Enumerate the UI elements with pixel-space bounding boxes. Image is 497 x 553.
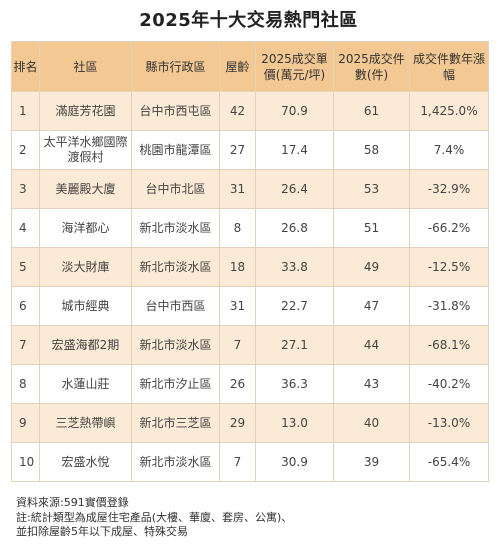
header-district: 縣市行政區 <box>131 41 220 92</box>
price-cell: 70.9 <box>255 91 334 131</box>
rank-cell: 1 <box>11 91 40 131</box>
community-cell: 宏盛水悅 <box>39 442 132 482</box>
method-note: 註:統計類型為成屋住宅產品(大樓、華廈、套房、公寓)、 <box>16 510 293 524</box>
rank-cell: 4 <box>11 208 40 248</box>
community-cell: 水蓮山莊 <box>39 364 132 404</box>
count-cell: 44 <box>333 325 410 365</box>
table-row: 4 海洋都心 新北市淡水區 8 26.8 51 -66.2% <box>11 208 489 248</box>
table-row: 2 太平洋水鄉國際渡假村 桃園市龍潭區 27 17.4 58 7.4% <box>11 130 489 170</box>
rank-cell: 2 <box>11 130 40 170</box>
growth-cell: -32.9% <box>409 169 489 209</box>
age-cell: 42 <box>219 91 256 131</box>
table-row: 10 宏盛水悅 新北市淡水區 7 30.9 39 -65.4% <box>11 442 489 482</box>
age-cell: 7 <box>219 442 256 482</box>
footnotes: 資料來源:591實價登錄 註:統計類型為成屋住宅產品(大樓、華廈、套房、公寓)、… <box>16 496 486 540</box>
district-cell: 新北市淡水區 <box>131 208 220 248</box>
header-community: 社區 <box>39 41 132 92</box>
community-cell: 宏盛海都2期 <box>39 325 132 365</box>
price-cell: 26.4 <box>255 169 334 209</box>
community-cell: 美麗殿大廈 <box>39 169 132 209</box>
age-cell: 29 <box>219 403 256 443</box>
rank-cell: 3 <box>11 169 40 209</box>
community-cell: 淡大財庫 <box>39 247 132 287</box>
rank-cell: 5 <box>11 247 40 287</box>
community-cell: 海洋都心 <box>39 208 132 248</box>
community-cell: 滿庭芳花園 <box>39 91 132 131</box>
district-cell: 新北市汐止區 <box>131 364 220 404</box>
community-cell: 城市經典 <box>39 286 132 326</box>
table-row: 1 滿庭芳花園 台中市西屯區 42 70.9 61 1,425.0% <box>11 91 489 131</box>
table-row: 7 宏盛海都2期 新北市淡水區 7 27.1 44 -68.1% <box>11 325 489 365</box>
growth-cell: -13.0% <box>409 403 489 443</box>
growth-cell: -31.8% <box>409 286 489 326</box>
price-cell: 30.9 <box>255 442 334 482</box>
count-cell: 53 <box>333 169 410 209</box>
age-cell: 31 <box>219 286 256 326</box>
district-cell: 台中市北區 <box>131 169 220 209</box>
header-row: 排名 社區 縣市行政區 屋齡 2025成交單價(萬元/坪) 2025成交件數(件… <box>11 41 489 92</box>
header-price: 2025成交單價(萬元/坪) <box>255 41 334 92</box>
source-note: 資料來源:591實價登錄 <box>16 496 129 509</box>
age-cell: 7 <box>219 325 256 365</box>
header-growth: 成交件數年漲幅 <box>409 41 489 92</box>
age-cell: 31 <box>219 169 256 209</box>
header-count: 2025成交件數(件) <box>333 41 410 92</box>
growth-cell: -68.1% <box>409 325 489 365</box>
price-cell: 26.8 <box>255 208 334 248</box>
district-cell: 台中市西屯區 <box>131 91 220 131</box>
count-cell: 39 <box>333 442 410 482</box>
table-row: 6 城市經典 台中市西區 31 22.7 47 -31.8% <box>11 286 489 326</box>
age-cell: 27 <box>219 130 256 170</box>
district-cell: 桃園市龍潭區 <box>131 130 220 170</box>
growth-cell: -65.4% <box>409 442 489 482</box>
district-cell: 新北市淡水區 <box>131 325 220 365</box>
price-cell: 33.8 <box>255 247 334 287</box>
growth-cell: -66.2% <box>409 208 489 248</box>
count-cell: 40 <box>333 403 410 443</box>
district-cell: 新北市淡水區 <box>131 247 220 287</box>
rank-cell: 10 <box>11 442 40 482</box>
age-cell: 8 <box>219 208 256 248</box>
age-cell: 18 <box>219 247 256 287</box>
district-cell: 新北市三芝區 <box>131 403 220 443</box>
price-cell: 13.0 <box>255 403 334 443</box>
rank-cell: 8 <box>11 364 40 404</box>
page-title: 2025年十大交易熱門社區 <box>139 10 358 31</box>
table-row: 3 美麗殿大廈 台中市北區 31 26.4 53 -32.9% <box>11 169 489 209</box>
growth-cell: 1,425.0% <box>409 91 489 131</box>
price-cell: 36.3 <box>255 364 334 404</box>
count-cell: 43 <box>333 364 410 404</box>
count-cell: 47 <box>333 286 410 326</box>
district-cell: 台中市西區 <box>131 286 220 326</box>
exclusion-note: 並扣除屋齡5年以下成屋、特殊交易 <box>16 525 188 538</box>
price-cell: 17.4 <box>255 130 334 170</box>
community-cell: 三芝熱帶嶼 <box>39 403 132 443</box>
price-cell: 22.7 <box>255 286 334 326</box>
growth-cell: -12.5% <box>409 247 489 287</box>
count-cell: 49 <box>333 247 410 287</box>
table-row: 5 淡大財庫 新北市淡水區 18 33.8 49 -12.5% <box>11 247 489 287</box>
rank-cell: 6 <box>11 286 40 326</box>
header-age: 屋齡 <box>219 41 256 92</box>
growth-cell: -40.2% <box>409 364 489 404</box>
district-cell: 新北市淡水區 <box>131 442 220 482</box>
rank-cell: 9 <box>11 403 40 443</box>
table-row: 9 三芝熱帶嶼 新北市三芝區 29 13.0 40 -13.0% <box>11 403 489 443</box>
header-rank: 排名 <box>11 41 40 92</box>
rank-cell: 7 <box>11 325 40 365</box>
count-cell: 61 <box>333 91 410 131</box>
community-cell: 太平洋水鄉國際渡假村 <box>39 130 132 170</box>
age-cell: 26 <box>219 364 256 404</box>
price-cell: 27.1 <box>255 325 334 365</box>
count-cell: 58 <box>333 130 410 170</box>
growth-cell: 7.4% <box>409 130 489 170</box>
count-cell: 51 <box>333 208 410 248</box>
table-row: 8 水蓮山莊 新北市汐止區 26 36.3 43 -40.2% <box>11 364 489 404</box>
ranking-table: 排名 社區 縣市行政區 屋齡 2025成交單價(萬元/坪) 2025成交件數(件… <box>11 41 489 482</box>
